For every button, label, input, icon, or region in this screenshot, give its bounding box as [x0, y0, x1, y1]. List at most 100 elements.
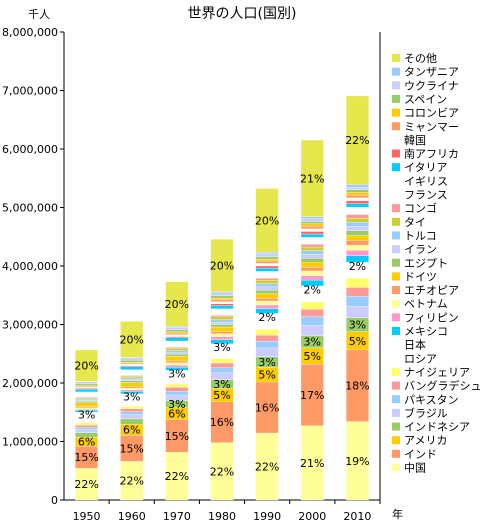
legend-swatch	[392, 67, 400, 76]
bar-segment	[345, 278, 369, 288]
bar-segment	[75, 399, 99, 401]
data-label: 5%	[213, 389, 230, 402]
bar-segment	[300, 301, 324, 310]
bar-segment	[120, 366, 144, 370]
bar-segment	[300, 254, 324, 259]
data-label: 6%	[168, 408, 185, 421]
legend-label: ナイジェリア	[404, 366, 470, 379]
bar-segment	[300, 218, 324, 222]
bar-segment	[210, 336, 234, 340]
bar-segment	[300, 228, 324, 232]
bar-segment	[345, 221, 369, 227]
bar-segment	[165, 326, 189, 331]
legend-label: フランス	[404, 189, 448, 202]
legend-label: インドネシア	[404, 421, 470, 434]
bar-segment	[165, 344, 189, 348]
bar-segment	[210, 239, 234, 292]
x-tick-label: 1950	[73, 510, 101, 523]
legend-swatch	[392, 190, 400, 199]
bar-segment	[300, 275, 324, 281]
bar-segment	[210, 362, 234, 368]
bar-segment	[120, 376, 144, 379]
bar-segment	[165, 362, 189, 366]
legend-swatch	[392, 135, 400, 144]
bar-segment	[255, 267, 279, 272]
legend-label: 中国	[404, 462, 426, 475]
bar-segment	[165, 332, 189, 335]
legend-swatch	[392, 354, 400, 363]
legend-swatch	[392, 108, 400, 117]
bar-segment	[120, 414, 144, 420]
bar-segment	[165, 337, 189, 342]
legend-swatch	[392, 163, 400, 172]
data-label: 5%	[349, 335, 366, 348]
legend-label: トルコ	[404, 229, 437, 242]
bar-segment	[300, 221, 324, 224]
bar-segment	[75, 349, 99, 382]
bar-segment	[255, 260, 279, 264]
bar-segment	[210, 324, 234, 328]
bar-segment	[255, 293, 279, 299]
bar-segment	[255, 286, 279, 291]
bar-segment	[165, 350, 189, 353]
bar-segment	[210, 322, 234, 325]
legend-swatch	[392, 122, 400, 131]
bar-segment	[75, 402, 99, 407]
bar-segment	[255, 334, 279, 342]
y-tick-label: 0	[51, 494, 58, 507]
data-label: 3%	[168, 398, 185, 411]
data-label: 6%	[123, 424, 140, 437]
bar-segment	[75, 422, 99, 426]
data-label: 22%	[210, 465, 234, 478]
data-label: 2%	[258, 311, 275, 324]
bar-segment	[210, 333, 234, 337]
bar-segment	[165, 360, 189, 363]
legend-label: バングラデシュ	[404, 379, 482, 393]
bar-segment	[120, 411, 144, 415]
bar-segment	[345, 189, 369, 193]
bar-segment	[345, 306, 369, 318]
legend-label: ロシア	[404, 352, 437, 365]
legend-label: インド	[404, 448, 437, 461]
data-label: 22%	[74, 478, 98, 491]
y-axis-unit-label: 千人	[28, 8, 50, 21]
bar-segment	[75, 391, 99, 396]
x-tick-label: 1980	[208, 510, 236, 523]
legend-label: スペイン	[404, 93, 447, 106]
legend-swatch	[392, 217, 400, 226]
bar-segment	[345, 295, 369, 307]
legend-label: コロンビア	[404, 107, 459, 120]
bar-segment	[75, 394, 99, 398]
data-label: 17%	[300, 389, 324, 402]
legend-swatch	[392, 286, 400, 295]
bar-segment	[75, 387, 99, 389]
legend-swatch	[392, 463, 400, 472]
legend-swatch	[392, 449, 400, 458]
data-label: 19%	[345, 455, 369, 468]
bar-segment	[210, 326, 234, 332]
data-label: 15%	[165, 430, 189, 443]
legend-swatch	[392, 272, 400, 281]
bar-segment	[75, 383, 99, 386]
x-axis-unit-label: 年	[392, 507, 403, 521]
bar-segment	[210, 301, 234, 304]
data-label: 22%	[119, 475, 143, 488]
bar-segment	[345, 203, 369, 208]
data-label: 20%	[165, 298, 189, 311]
bar-segment	[300, 225, 324, 229]
bar-segment	[165, 334, 189, 337]
bar-segment	[120, 357, 144, 361]
bar-segment	[165, 331, 189, 334]
bar-segment	[120, 379, 144, 381]
bar-segment	[345, 214, 369, 219]
bar-segment	[345, 217, 369, 223]
bar-segment	[300, 250, 324, 255]
legend-swatch	[392, 176, 400, 185]
bar-segment	[120, 386, 144, 389]
legend-swatch	[392, 299, 400, 308]
bar-segment	[345, 235, 369, 241]
data-label: 3%	[349, 319, 366, 332]
bar-segment	[165, 281, 189, 327]
legend-swatch	[392, 395, 400, 404]
